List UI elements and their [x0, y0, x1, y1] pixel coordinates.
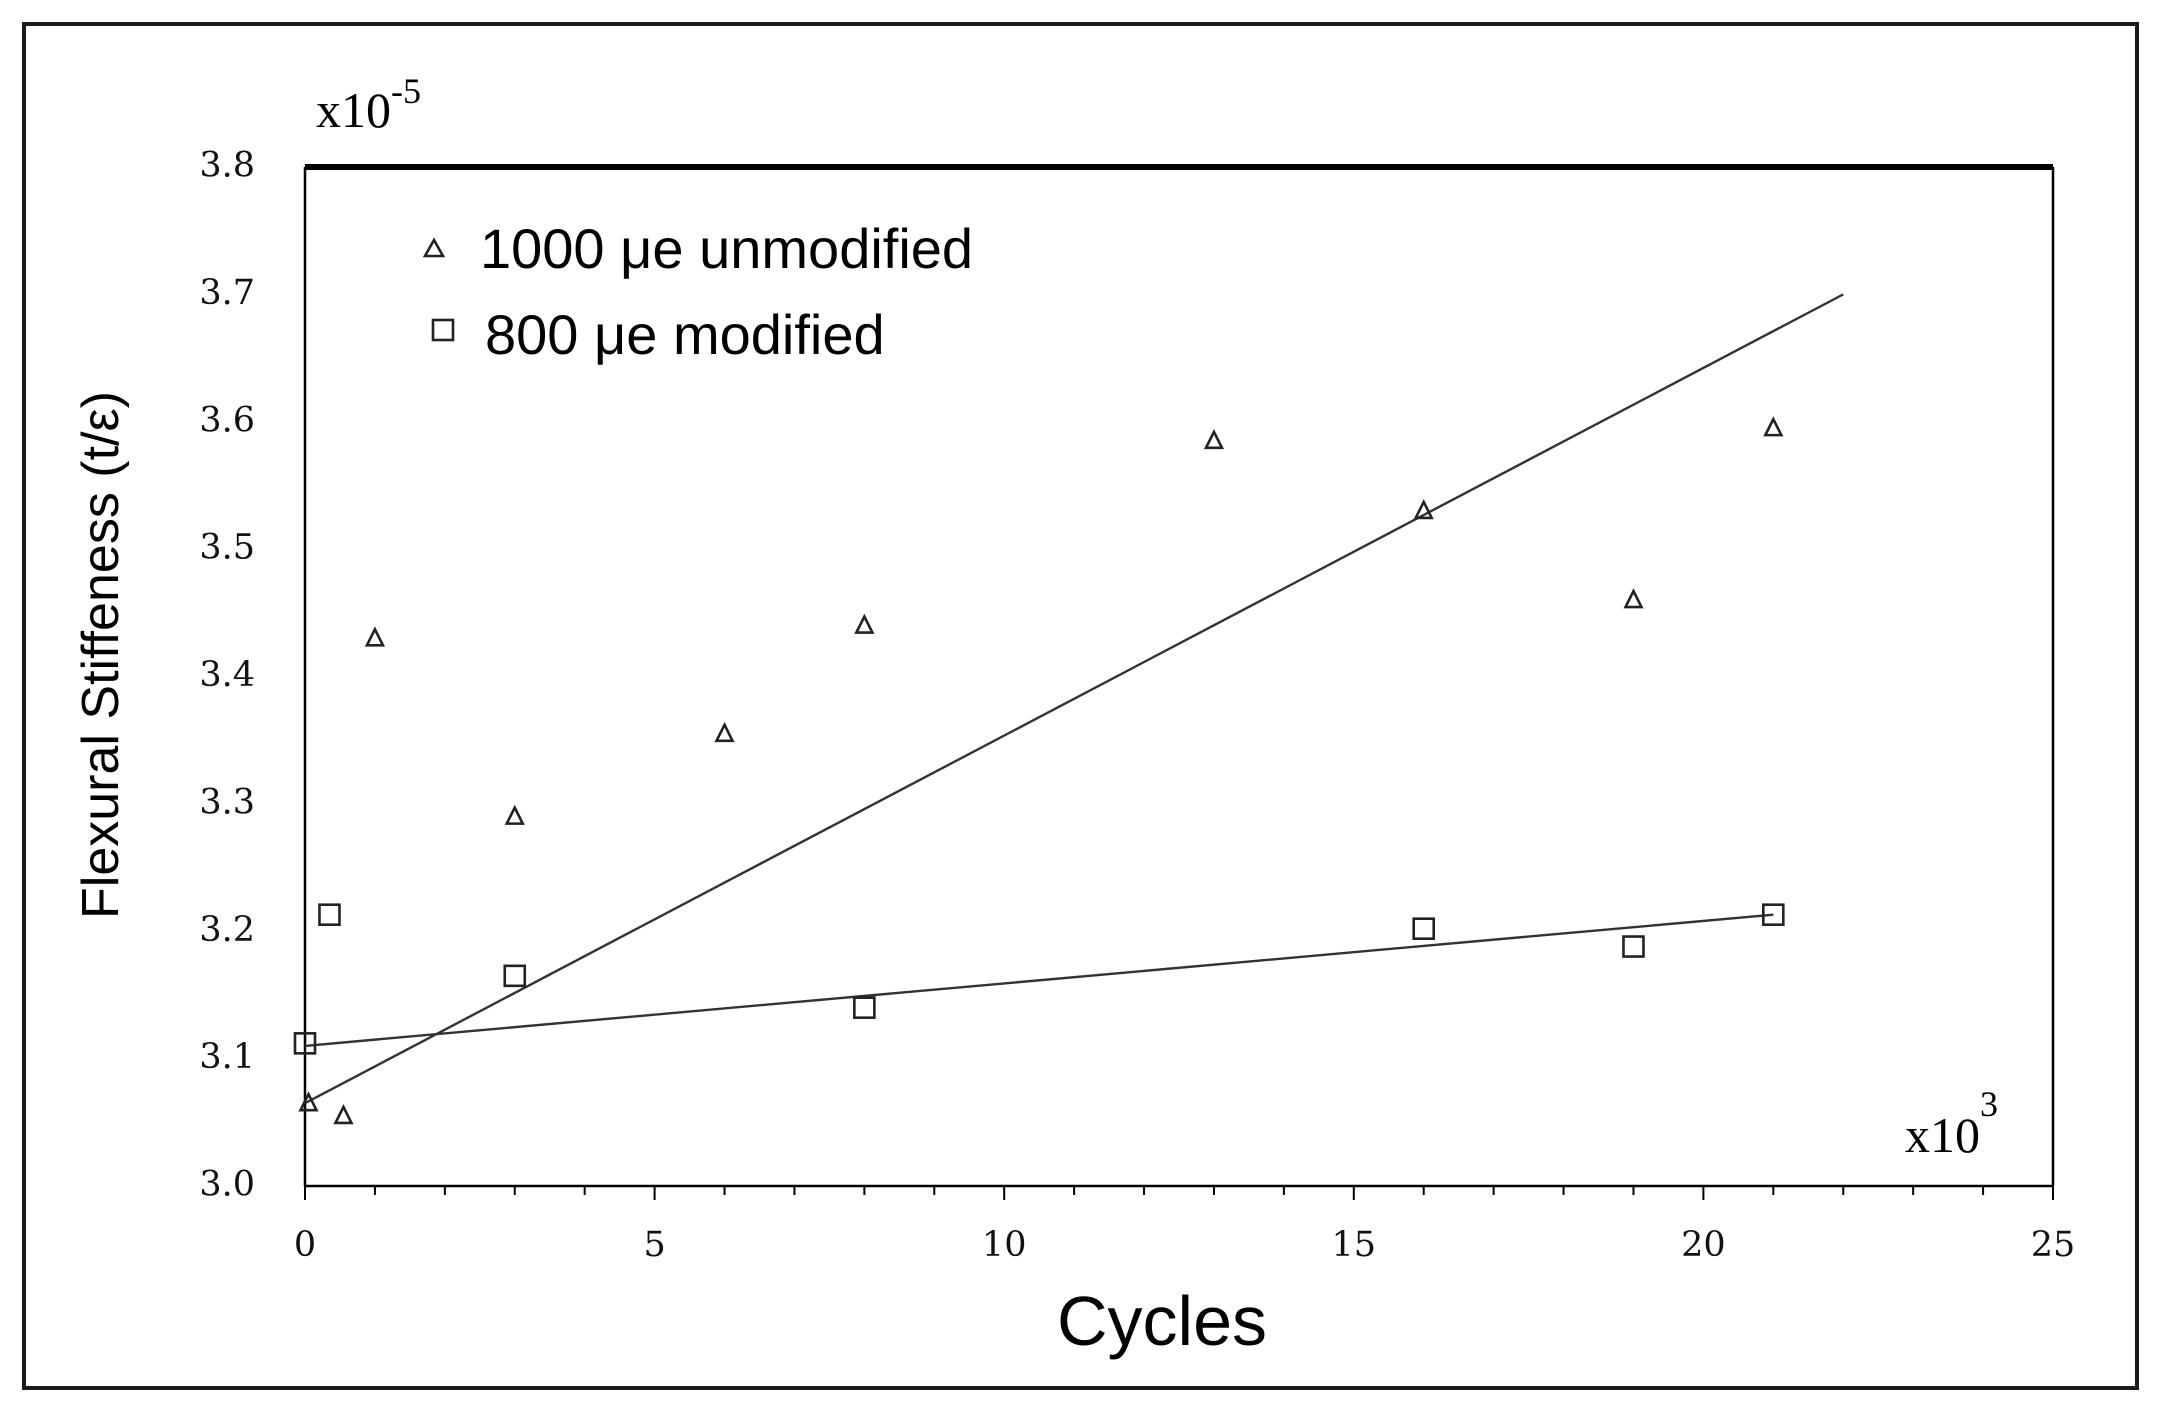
data-point-square [1622, 935, 1645, 958]
x-tick-label: 0 [294, 1225, 316, 1265]
data-point-square [853, 996, 876, 1019]
y-tick-label: 3.5 [199, 528, 255, 568]
x-tick-label: 25 [2031, 1225, 2076, 1265]
y-multiplier: x10-5 [316, 71, 421, 138]
trendline-series-0 [304, 293, 1844, 1105]
legend: 1000 μe unmodified 800 μe modified [422, 217, 973, 366]
y-tick-label: 3.2 [199, 910, 255, 950]
data-point-triangle [1623, 588, 1644, 609]
data-point-square [318, 903, 341, 926]
y-tick-label: 3.1 [199, 1037, 255, 1077]
data-point-square [293, 1032, 317, 1055]
data-point-square [1412, 917, 1436, 941]
x-multiplier-base: x10 [1905, 1107, 1980, 1163]
y-multiplier-exponent: -5 [391, 71, 421, 111]
x-multiplier: x103 [1905, 1084, 1998, 1163]
x-axis-title: Cycles [1057, 1282, 1267, 1360]
y-tick-label: 3.3 [199, 782, 255, 822]
data-point-triangle [333, 1104, 354, 1125]
legend-triangle-icon [422, 237, 446, 258]
x-multiplier-exponent: 3 [1980, 1084, 1998, 1124]
legend-square-icon [431, 318, 455, 342]
data-point-triangle [1203, 428, 1225, 450]
data-point-square [503, 964, 527, 988]
data-point-triangle [1763, 416, 1784, 437]
y-tick-label: 3.0 [199, 1165, 255, 1205]
data-point-square [1762, 903, 1785, 926]
y-tick-label: 3.6 [199, 400, 255, 440]
x-tick-label: 20 [1681, 1225, 1726, 1265]
y-multiplier-base: x10 [316, 82, 391, 138]
y-tick-label: 3.8 [199, 146, 255, 186]
legend-label-modified: 800 μe modified [485, 303, 885, 366]
data-point-triangle [504, 804, 525, 825]
data-point-triangle [1413, 499, 1434, 520]
figure-frame [22, 22, 2139, 1390]
x-tick-label: 5 [643, 1225, 665, 1265]
x-tick-label: 10 [982, 1225, 1027, 1265]
y-axis-title: Flexural Stiffeness (t/ε) [72, 391, 130, 919]
trendline-series-1 [304, 913, 1774, 1048]
x-tick-label: 15 [1332, 1225, 1377, 1265]
data-point-triangle [298, 1091, 319, 1112]
y-tick-label: 3.4 [199, 655, 255, 695]
data-point-triangle [714, 721, 735, 743]
legend-label-unmodified: 1000 μe unmodified [480, 217, 973, 280]
data-point-triangle [364, 626, 386, 647]
data-point-triangle [854, 613, 875, 634]
y-tick-label: 3.7 [199, 273, 255, 313]
